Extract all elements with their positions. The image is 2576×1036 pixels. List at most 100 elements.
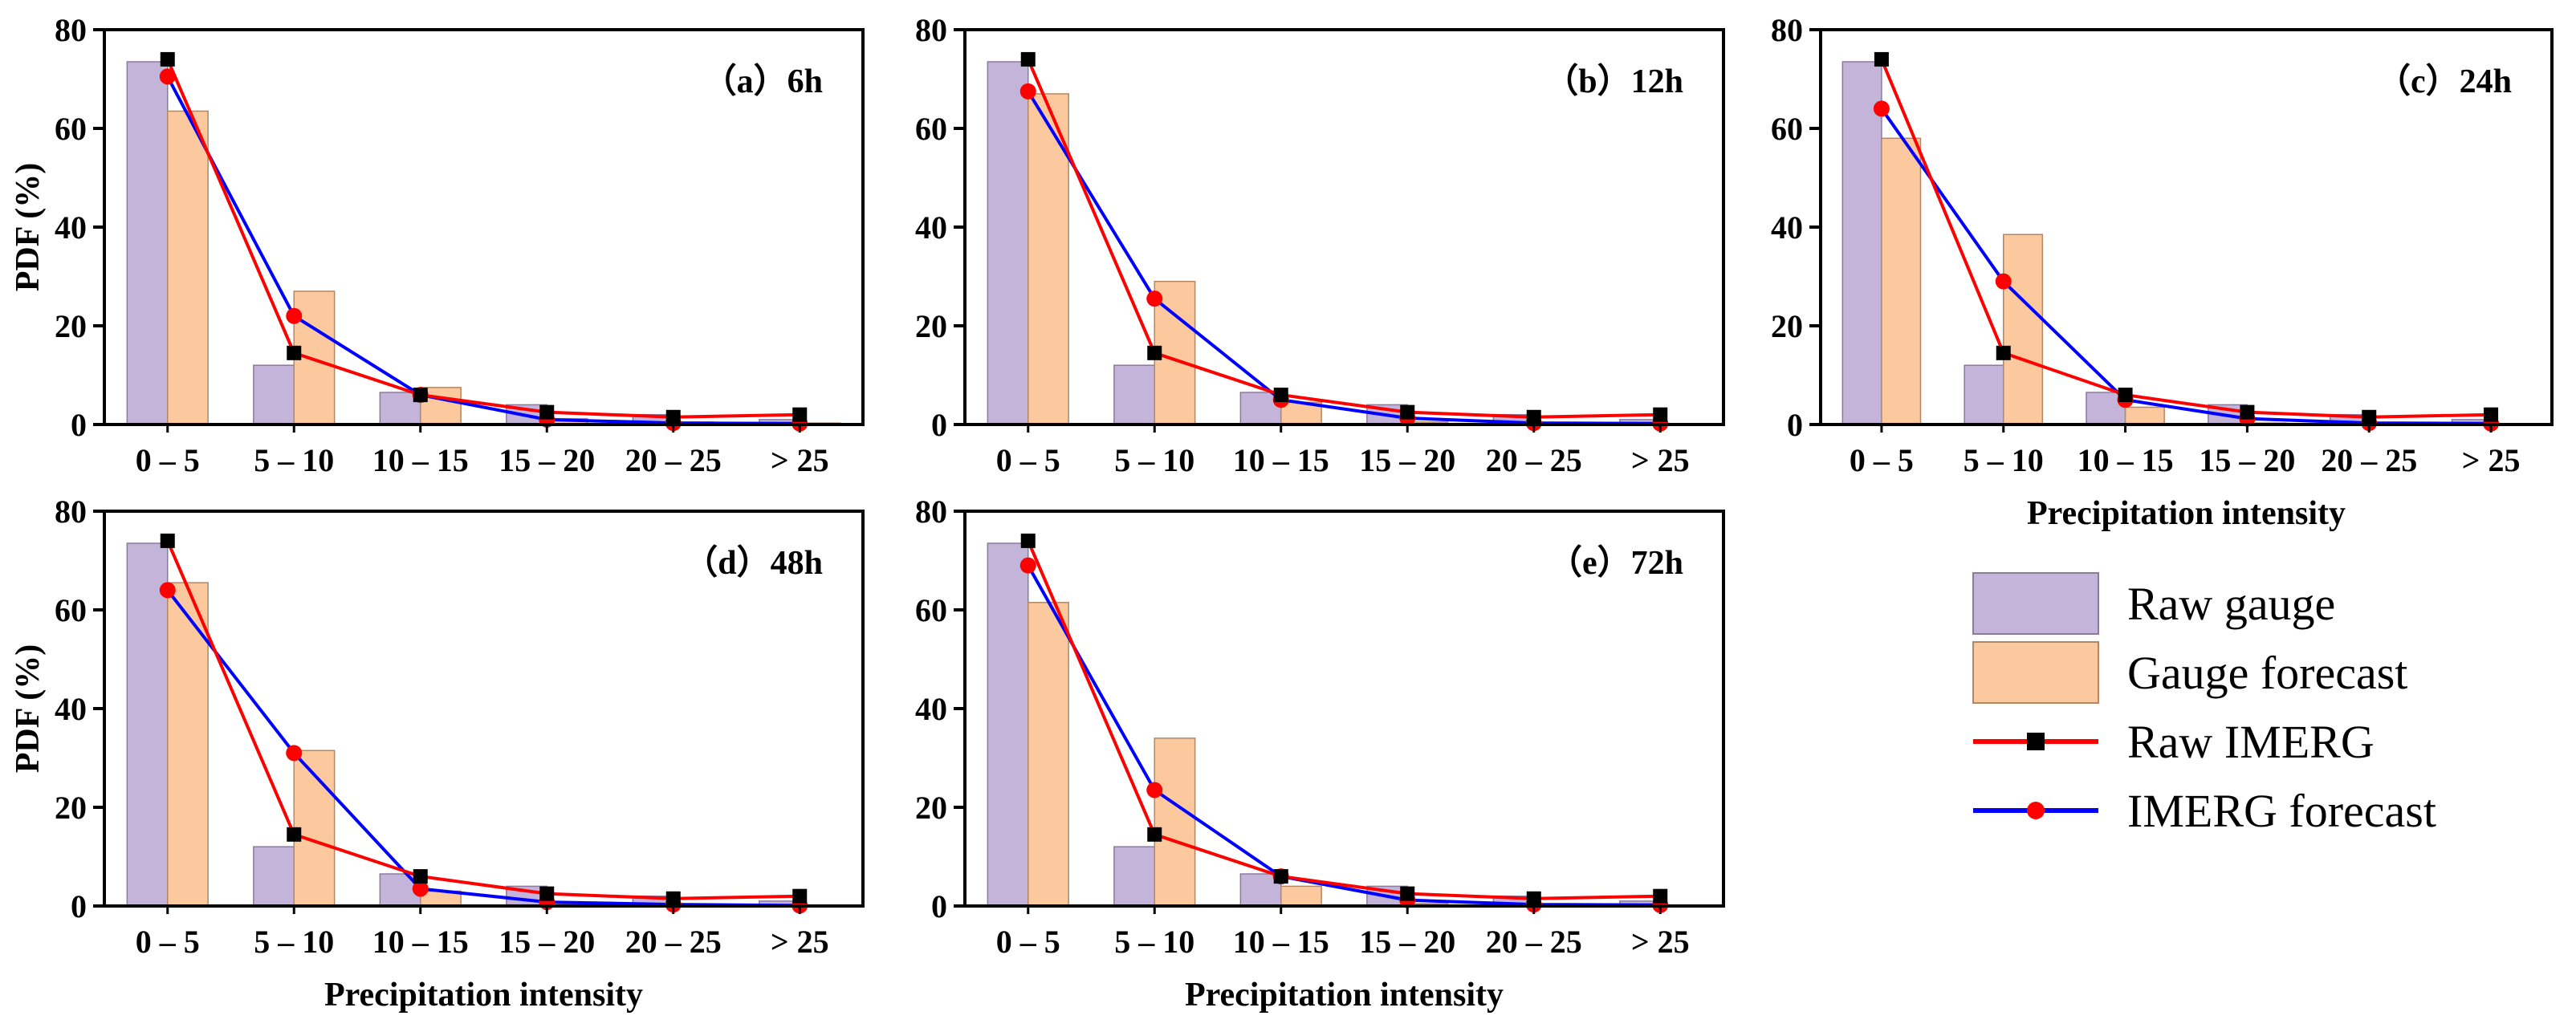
point-raw-imerg — [1020, 533, 1036, 548]
bar-raw-gauge — [1964, 364, 2004, 425]
panel-e: 0 20 40 60 80 0 – 5 5 – 10 10 – 15 15 – 20 20 – 2… — [915, 494, 1725, 1014]
bars — [987, 542, 1702, 907]
x-tick-label: > 25 — [771, 442, 829, 478]
x-tick-label: 5 – 10 — [1114, 924, 1194, 960]
x-axis-title: Precipitation intensity — [324, 977, 643, 1014]
bar-gauge-forecast — [1028, 602, 1069, 907]
x-tick-label: 15 – 20 — [1359, 924, 1455, 960]
x-tick-label: 5 – 10 — [254, 442, 334, 478]
bar-raw-gauge — [253, 364, 295, 425]
bar-raw-gauge — [1113, 364, 1155, 425]
x-tick-label: 20 – 25 — [1486, 924, 1582, 960]
point-raw-imerg — [2118, 388, 2133, 403]
series-line-raw-imerg — [1026, 540, 1661, 900]
y-tick-label: 80 — [915, 12, 947, 48]
point-imerg-forecast — [1146, 782, 1163, 798]
bars — [126, 61, 841, 425]
legend-marker — [2027, 733, 2045, 750]
bar-gauge-forecast — [1154, 737, 1196, 907]
line-raw-imerg — [1020, 51, 1668, 425]
point-imerg-forecast — [286, 307, 303, 324]
y-tick-label: 40 — [55, 691, 87, 727]
y-tick-label: 0 — [1787, 407, 1803, 443]
bar-raw-gauge — [126, 542, 169, 907]
y-tick-label: 0 — [71, 888, 87, 924]
y-tick-label: 20 — [1771, 308, 1803, 344]
point-imerg-forecast — [412, 880, 429, 897]
series-line-raw-imerg — [1880, 59, 2492, 419]
panel-label: （d）48h — [684, 544, 823, 582]
y-tick-label: 20 — [915, 308, 947, 344]
point-raw-imerg — [539, 886, 555, 901]
x-tick-label: 5 – 10 — [1964, 442, 2044, 478]
line-raw-imerg — [1874, 51, 2499, 425]
bar-gauge-forecast — [1881, 137, 1922, 425]
point-raw-imerg — [1653, 888, 1668, 904]
point-raw-imerg — [539, 404, 555, 420]
y-tick-label: 20 — [55, 790, 87, 826]
y-axis-title: PDF (%) — [10, 163, 47, 292]
point-raw-imerg — [1273, 388, 1288, 403]
legend-swatch — [1972, 641, 2099, 704]
legend: Raw gauge Gauge forecast Raw IMERG IMERG fo… — [1972, 572, 2436, 837]
x-axis-title: Precipitation intensity — [2027, 495, 2346, 532]
x-tick-label: 15 – 20 — [2199, 442, 2295, 478]
legend-label: IMERG forecast — [2127, 785, 2436, 837]
bar-gauge-forecast — [167, 110, 209, 425]
point-imerg-forecast — [1019, 83, 1036, 100]
legend-swatch — [1972, 572, 2099, 635]
line-raw-imerg — [160, 51, 808, 425]
x-tick-label: 15 – 20 — [1359, 442, 1455, 478]
point-raw-imerg — [792, 407, 808, 422]
y-tick-label: 80 — [55, 494, 87, 530]
x-tick-label: 15 – 20 — [499, 442, 595, 478]
x-tick-label: > 25 — [1631, 924, 1690, 960]
point-raw-imerg — [287, 345, 302, 360]
bar-gauge-forecast — [1028, 93, 1069, 425]
point-raw-imerg — [1147, 827, 1162, 842]
y-tick-label: 60 — [55, 592, 87, 628]
y-tick-label: 60 — [1771, 111, 1803, 147]
y-tick-label: 0 — [931, 407, 947, 443]
bar-gauge-forecast — [2003, 234, 2044, 425]
point-imerg-forecast — [1995, 273, 2012, 290]
panel-b: 0 20 40 60 80 0 – 5 5 – 10 10 – 15 15 – 20 20 – 2… — [915, 12, 1725, 478]
panel-c: 0 20 40 60 80 0 – 5 5 – 10 10 – 15 15 – 20 20 – 2… — [1771, 12, 2554, 532]
point-raw-imerg — [2240, 404, 2255, 420]
series-line-raw-imerg — [165, 540, 800, 900]
bar-raw-gauge — [987, 542, 1029, 907]
x-tick-label: 10 – 15 — [1233, 924, 1329, 960]
legend-marker — [2027, 802, 2045, 819]
point-raw-imerg — [413, 869, 428, 884]
y-tick-label: 0 — [71, 407, 87, 443]
point-raw-imerg — [2362, 409, 2377, 425]
point-raw-imerg — [1273, 869, 1288, 884]
point-imerg-forecast — [286, 745, 303, 762]
y-tick-label: 40 — [55, 209, 87, 246]
x-tick-label: > 25 — [2462, 442, 2521, 478]
point-raw-imerg — [160, 533, 175, 548]
y-tick-label: 40 — [915, 691, 947, 727]
point-raw-imerg — [2484, 407, 2499, 422]
x-tick-label: 0 – 5 — [136, 924, 200, 960]
x-tick-label: 0 – 5 — [996, 924, 1060, 960]
panel-label: （a）6h — [703, 63, 823, 100]
x-tick-label: 20 – 25 — [1486, 442, 1582, 478]
x-tick-label: 10 – 15 — [372, 442, 469, 478]
panel-label: （b）12h — [1544, 63, 1683, 100]
y-tick-label: 60 — [915, 111, 947, 147]
x-tick-label: 20 – 25 — [625, 442, 722, 478]
panel-label: （c）24h — [2377, 63, 2512, 100]
point-raw-imerg — [665, 891, 681, 906]
bar-raw-gauge — [1113, 846, 1155, 907]
point-raw-imerg — [1400, 404, 1415, 420]
panel-label: （e）72h — [1548, 544, 1683, 582]
bar-raw-gauge — [126, 61, 169, 425]
line-raw-imerg — [160, 533, 808, 906]
point-imerg-forecast — [159, 582, 176, 599]
y-tick-label: 80 — [1771, 12, 1803, 48]
line-raw-imerg — [1020, 533, 1668, 906]
point-raw-imerg — [1526, 409, 1541, 425]
y-axis-title: PDF (%) — [10, 644, 47, 774]
